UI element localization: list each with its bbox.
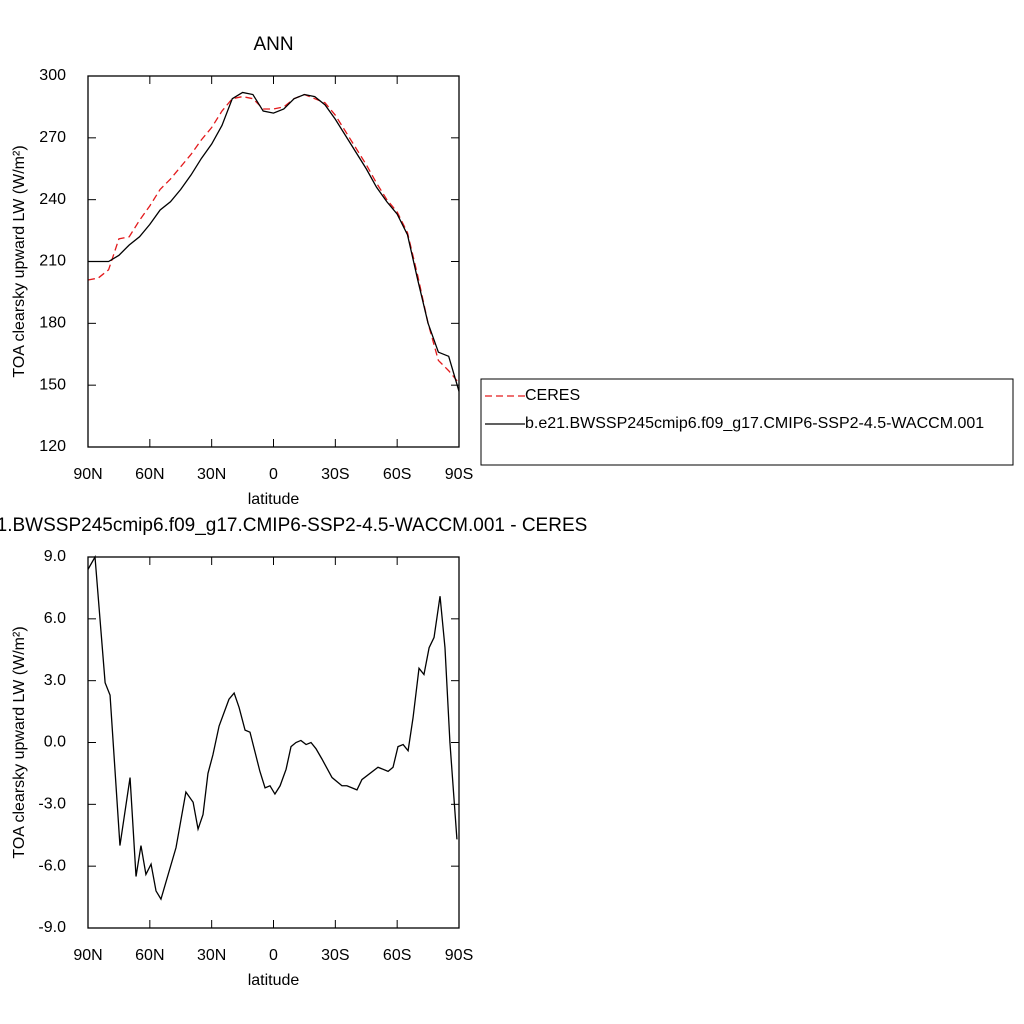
- x-tick-label: 30S: [321, 947, 349, 964]
- x-axis-label: latitude: [248, 491, 300, 508]
- x-tick-label: 30S: [321, 466, 349, 483]
- chart-title: b.e21.BWSSP245cmip6.f09_g17.CMIP6-SSP2-4…: [0, 515, 587, 536]
- x-tick-label: 0: [269, 466, 278, 483]
- data-line: [87, 93, 460, 384]
- x-tick-label: 90S: [445, 466, 473, 483]
- y-axis-label: TOA clearsky upward LW (W/m²): [11, 626, 28, 858]
- x-tick-label: 0: [269, 947, 278, 964]
- y-tick-label: -6.0: [38, 857, 66, 874]
- x-tick-label: 90N: [73, 947, 102, 964]
- legend-box: [480, 378, 1014, 466]
- data-line: [87, 554, 458, 901]
- chart-title: ANN: [253, 34, 293, 55]
- x-tick-label: 90N: [73, 466, 102, 483]
- y-tick-label: 180: [39, 315, 66, 332]
- y-tick-label: 9.0: [44, 548, 66, 565]
- legend-label: b.e21.BWSSP245cmip6.f09_g17.CMIP6-SSP2-4…: [525, 415, 984, 432]
- x-tick-label: 60N: [135, 466, 164, 483]
- x-axis-label: latitude: [248, 972, 300, 989]
- plot-frame: [87, 75, 460, 448]
- x-tick-label: 30N: [197, 466, 226, 483]
- legend-label: CERES: [525, 387, 580, 404]
- y-tick-label: 270: [39, 129, 66, 146]
- y-tick-label: 6.0: [44, 610, 66, 627]
- x-tick-label: 60S: [383, 466, 411, 483]
- data-line: [88, 91, 460, 392]
- y-tick-label: -9.0: [38, 919, 66, 936]
- y-tick-label: -3.0: [38, 796, 66, 813]
- y-axis-label: TOA clearsky upward LW (W/m²): [11, 145, 28, 377]
- y-tick-label: 300: [39, 67, 66, 84]
- x-tick-label: 60S: [383, 947, 411, 964]
- y-tick-label: 0.0: [44, 734, 66, 751]
- legend: CERES b.e21.BWSSP245cmip6.f09_g17.CMIP6-S…: [480, 378, 1014, 466]
- x-tick-label: 90S: [445, 947, 473, 964]
- x-tick-label: 60N: [135, 947, 164, 964]
- y-tick-label: 210: [39, 253, 66, 270]
- y-tick-label: 120: [39, 438, 66, 455]
- y-tick-label: 3.0: [44, 672, 66, 689]
- y-tick-label: 150: [39, 376, 66, 393]
- y-tick-label: 240: [39, 191, 66, 208]
- x-tick-label: 30N: [197, 947, 226, 964]
- plot-frame: [87, 556, 460, 929]
